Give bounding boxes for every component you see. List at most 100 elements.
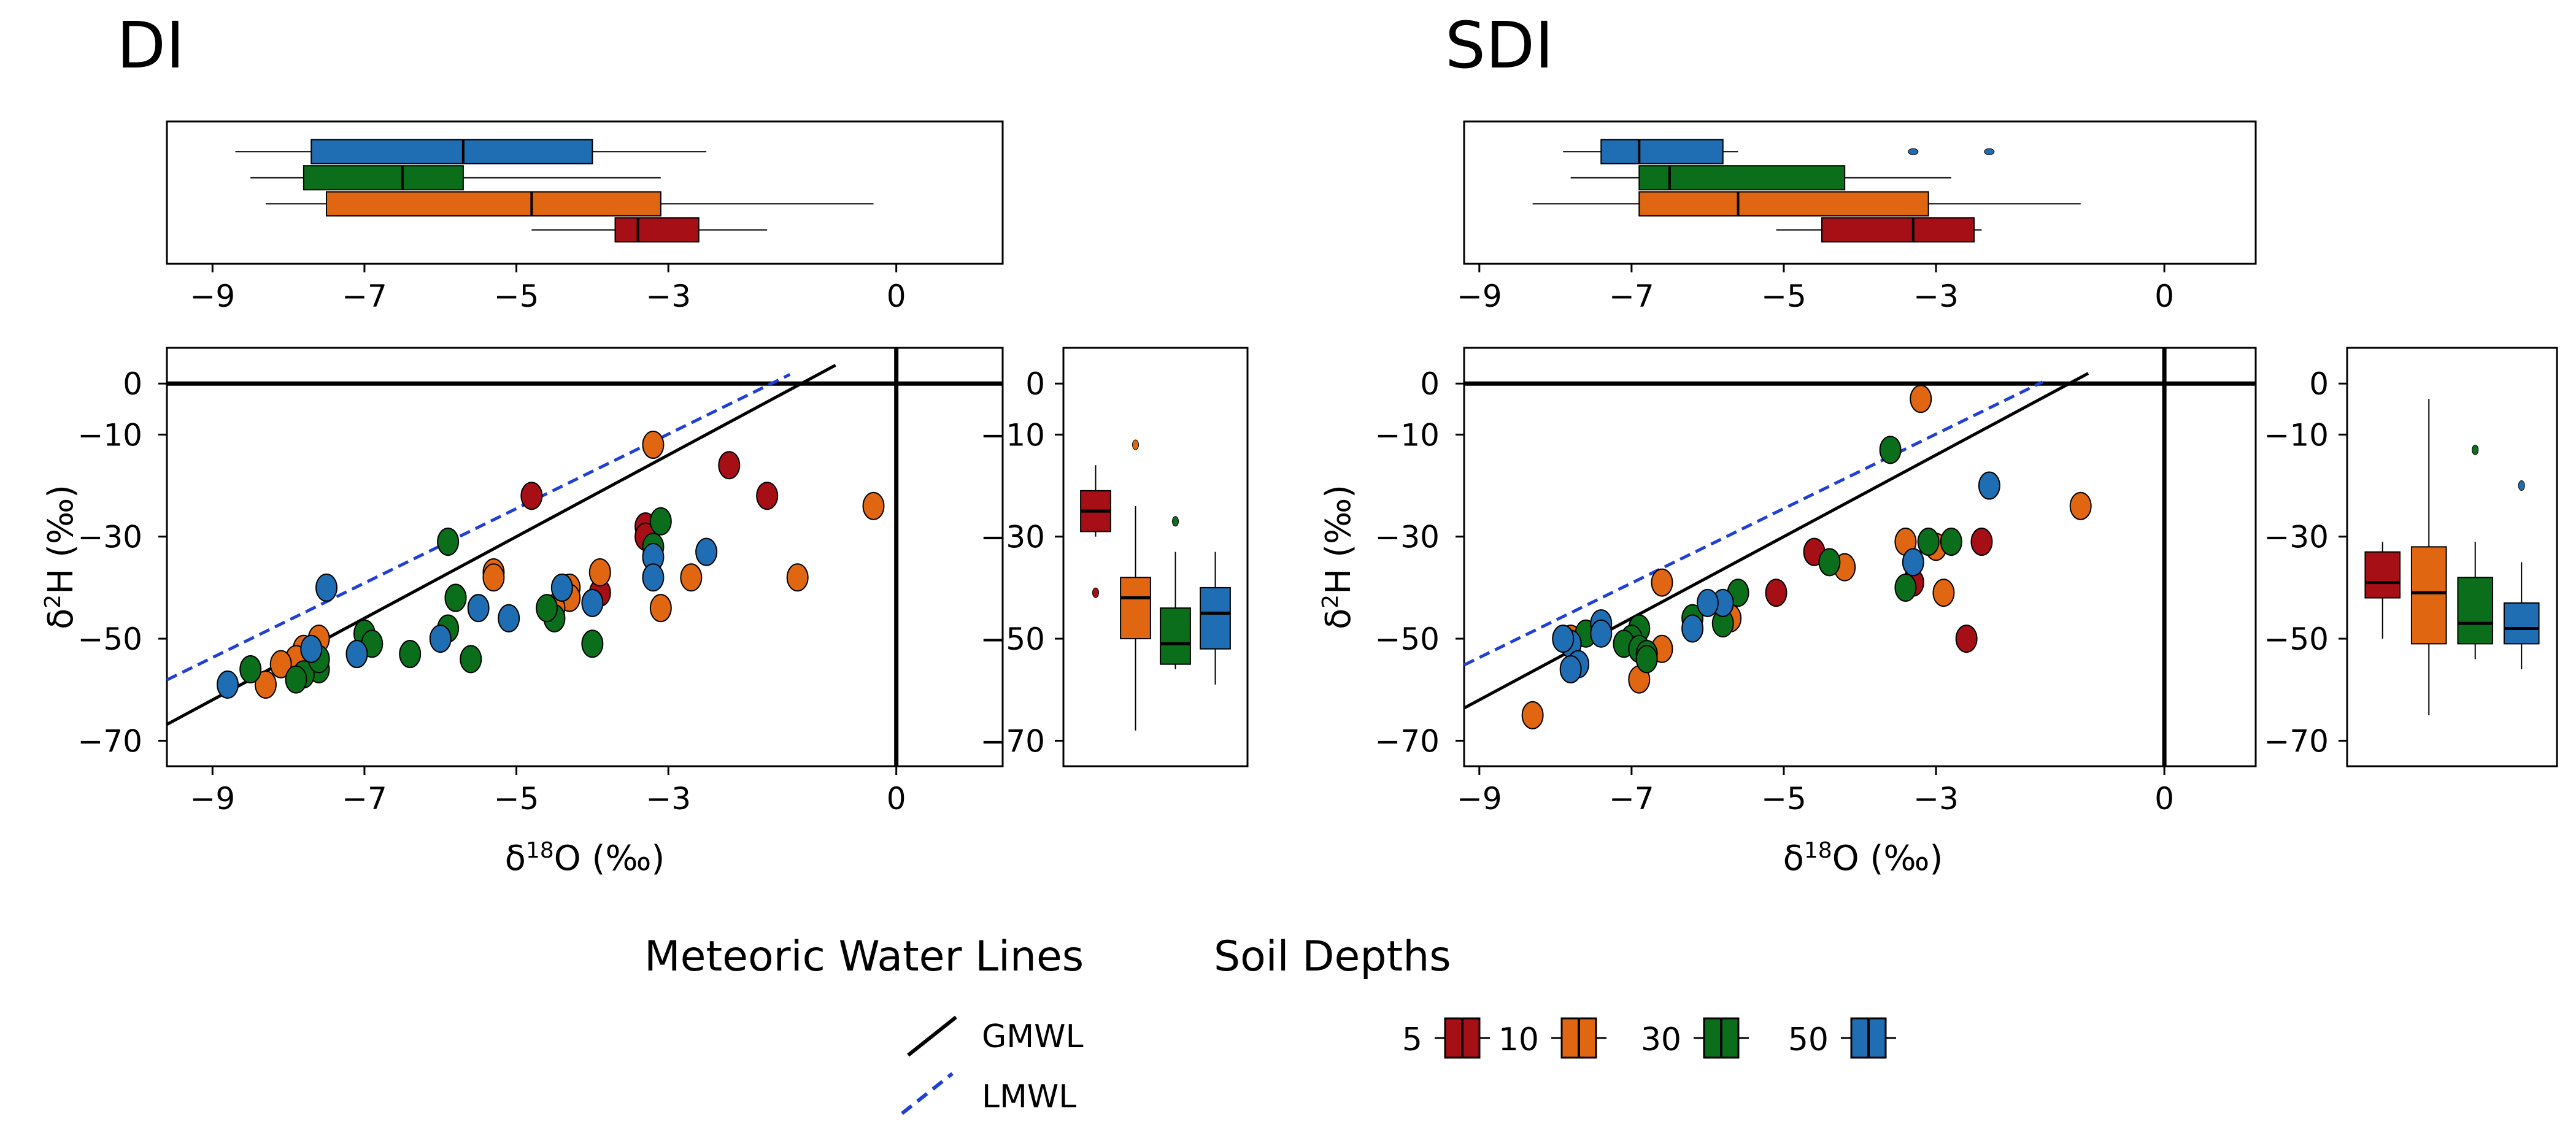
sdi-side-y-tick-label: 0	[2309, 366, 2329, 402]
di-side-y-tick-label: −50	[980, 621, 1045, 657]
sdi-point-depth-5	[1970, 528, 1993, 556]
legend-depth-label-10: 10	[1498, 1021, 1539, 1058]
di-top-x-tick-label: −9	[190, 279, 235, 314]
di-point-depth-50	[315, 573, 338, 602]
di-y-tick-label: 0	[123, 366, 142, 402]
sdi-lmwl-line	[1463, 380, 2043, 667]
di-point-depth-5	[520, 482, 543, 510]
sdi-point-depth-30	[1635, 645, 1658, 674]
sdi-point-depth-30	[1894, 573, 1917, 602]
sdi-point-depth-5	[1955, 625, 1978, 653]
sdi-scatter-plot: −9 −7 −5 −3 00−10−30−50−70	[1375, 347, 2257, 817]
sdi-y-axis-label: δ2H (‰)	[1318, 485, 1359, 629]
sdi-x-tick-label: −5	[1761, 781, 1807, 817]
di-y-tick-label: −50	[77, 621, 142, 657]
di-top-boxplot: −9 −7 −5 −3 0	[166, 120, 1004, 314]
sdi-x-axis-label: δ18O (‰)	[1783, 838, 1943, 879]
di-side-y-tick-label: −30	[980, 520, 1045, 555]
di-point-depth-50	[345, 640, 368, 669]
sdi-x-tick-label: −9	[1457, 781, 1502, 817]
sdi-point-depth-30	[1917, 528, 1940, 556]
sdi-x-tick-label: −7	[1609, 781, 1654, 817]
legend: Meteoric Water Lines Soil Depths GMWL LM…	[644, 932, 1896, 1115]
sdi-side-outlier-30	[2472, 444, 2479, 455]
di-point-depth-10	[482, 563, 505, 592]
sdi-point-depth-10	[1932, 579, 1955, 607]
di-top-x-tick-label: −3	[646, 279, 691, 314]
sdi-top-x-tick-label: 0	[2154, 279, 2174, 314]
sdi-side-y-tick-label: −10	[2264, 417, 2329, 453]
sdi-y-tick-label: 0	[1420, 366, 1440, 402]
di-x-tick-label: −9	[190, 781, 235, 817]
di-point-depth-50	[498, 604, 520, 632]
sdi-top-box-10	[1638, 191, 1929, 217]
sdi-panel-title: SDI	[1445, 8, 1554, 83]
di-point-depth-30	[437, 528, 460, 556]
sdi-point-depth-50	[1902, 548, 1924, 577]
sdi-point-depth-10	[1651, 568, 1673, 597]
sdi-point-depth-5	[1765, 579, 1787, 607]
di-point-depth-10	[588, 558, 611, 586]
di-point-depth-30	[581, 629, 604, 658]
sdi-top-x-tick-label: −9	[1457, 279, 1502, 314]
di-point-depth-5	[756, 482, 779, 510]
legend-gmwl-label: GMWL	[982, 1018, 1084, 1055]
di-point-depth-50	[300, 634, 323, 663]
sdi-side-box-10	[2410, 546, 2447, 645]
di-y-tick-label: −30	[77, 520, 142, 555]
legend-depth-label-5: 5	[1402, 1021, 1422, 1058]
sdi-gmwl-line	[1463, 372, 2089, 710]
sdi-point-depth-30	[1940, 528, 1962, 556]
legend-depth-label-30: 30	[1641, 1021, 1681, 1058]
sdi-side-y-tick-label: −70	[2264, 723, 2329, 759]
sdi-top-boxplot: −9 −7 −5 −3 0	[1457, 120, 2257, 314]
di-point-depth-30	[399, 640, 422, 669]
sdi-y-tick-label: −30	[1375, 520, 1440, 555]
di-point-depth-50	[217, 670, 239, 699]
sdi-y-tick-label: −70	[1375, 723, 1440, 759]
di-point-depth-30	[460, 645, 482, 674]
di-side-y-tick-label: −70	[980, 723, 1045, 759]
di-side-outlier-5	[1092, 587, 1099, 598]
di-x-tick-label: −7	[342, 781, 387, 817]
di-side-box-30	[1160, 607, 1191, 665]
di-top-box-30	[303, 165, 464, 191]
sdi-y-tick-label: −50	[1375, 621, 1440, 657]
di-point-depth-10	[269, 650, 292, 679]
di-point-depth-50	[429, 625, 452, 653]
legend-gmwl-swatch	[907, 1015, 957, 1057]
sdi-point-depth-10	[2069, 491, 2092, 520]
sdi-side-y-tick-label: −30	[2264, 520, 2329, 555]
di-panel-title: DI	[117, 8, 185, 83]
sdi-top-x-tick-label: −3	[1913, 279, 1959, 314]
legend-depths-title: Soil Depths	[1214, 932, 1451, 981]
di-point-depth-50	[581, 588, 604, 617]
di-point-depth-30	[239, 655, 262, 683]
di-y-tick-label: −70	[77, 723, 142, 759]
di-point-depth-30	[649, 507, 672, 536]
di-top-x-tick-label: −7	[342, 279, 387, 314]
sdi-point-depth-50	[1590, 619, 1613, 648]
sdi-side-outlier-50	[2518, 480, 2525, 491]
di-side-y-tick-label: 0	[1025, 366, 1045, 402]
sdi-point-depth-50	[1559, 655, 1582, 683]
sdi-point-depth-50	[1681, 614, 1704, 643]
sdi-point-depth-30	[1818, 548, 1841, 577]
sdi-side-y-tick-label: −50	[2264, 621, 2329, 657]
di-point-depth-50	[467, 594, 490, 623]
di-point-depth-50	[695, 537, 718, 566]
legend-lines-title: Meteoric Water Lines	[644, 932, 1084, 981]
di-side-outlier-30	[1172, 516, 1179, 527]
sdi-x-tick-label: −3	[1913, 781, 1959, 817]
di-point-depth-50	[550, 573, 573, 602]
di-point-depth-50	[642, 563, 665, 592]
sdi-side-box-5	[2364, 551, 2401, 599]
di-point-depth-10	[786, 563, 809, 592]
di-side-y-tick-label: −10	[980, 417, 1045, 453]
sdi-x-tick-label: 0	[2154, 781, 2174, 817]
di-point-depth-10	[680, 563, 703, 592]
sdi-point-depth-50	[1696, 588, 1719, 617]
di-top-x-tick-label: −5	[494, 279, 539, 314]
di-point-depth-30	[536, 594, 558, 623]
